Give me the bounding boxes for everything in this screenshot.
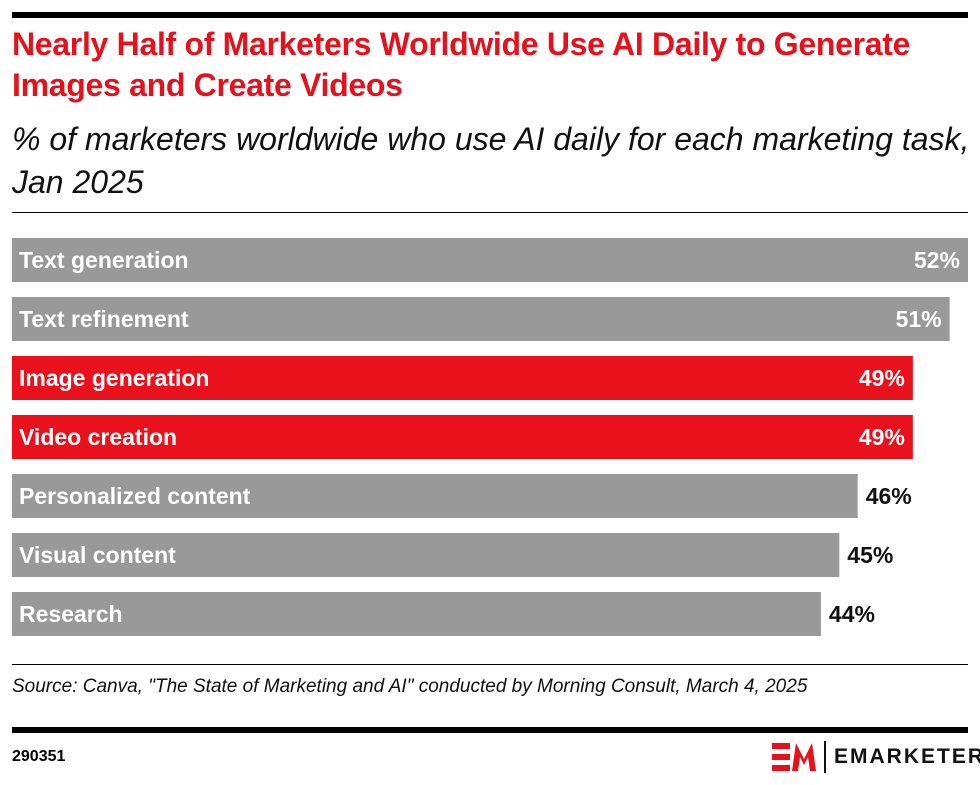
bar: [12, 415, 913, 459]
chart-title: Nearly Half of Marketers Worldwide Use A…: [12, 26, 911, 103]
category-label: Text refinement: [19, 306, 189, 332]
bar: [12, 474, 858, 518]
em-logo-icon: [772, 743, 816, 771]
category-label: Personalized content: [19, 483, 251, 509]
category-label: Text generation: [19, 247, 189, 273]
value-label: 49%: [859, 424, 905, 450]
value-label: 51%: [896, 306, 942, 332]
bar: [12, 592, 821, 636]
value-label: 44%: [829, 601, 875, 627]
logo-text: EMARKETER: [834, 745, 980, 768]
bar: [12, 297, 950, 341]
category-label: Visual content: [19, 542, 176, 568]
bar-chart: Text generation 52% Text refinement 51% Imag…: [12, 238, 968, 636]
top-bar: [12, 12, 968, 18]
value-label: 46%: [866, 483, 912, 509]
bar: [12, 356, 913, 400]
chart-subtitle: % of marketers worldwide who use AI dail…: [12, 121, 970, 200]
value-label: 52%: [914, 247, 960, 273]
category-label: Video creation: [19, 424, 177, 450]
bottom-bar: [12, 727, 968, 733]
value-label: 45%: [847, 542, 893, 568]
value-label: 49%: [859, 365, 905, 391]
divider: [12, 664, 968, 665]
source-note: Source: Canva, "The State of Marketing a…: [12, 676, 808, 697]
chart-id: 290351: [12, 748, 66, 765]
divider: [12, 212, 968, 213]
category-label: Image generation: [19, 365, 209, 391]
emarketer-logo: EMARKETER: [772, 741, 980, 773]
bar: [12, 238, 968, 282]
category-label: Research: [19, 601, 123, 627]
bar: [12, 533, 840, 577]
